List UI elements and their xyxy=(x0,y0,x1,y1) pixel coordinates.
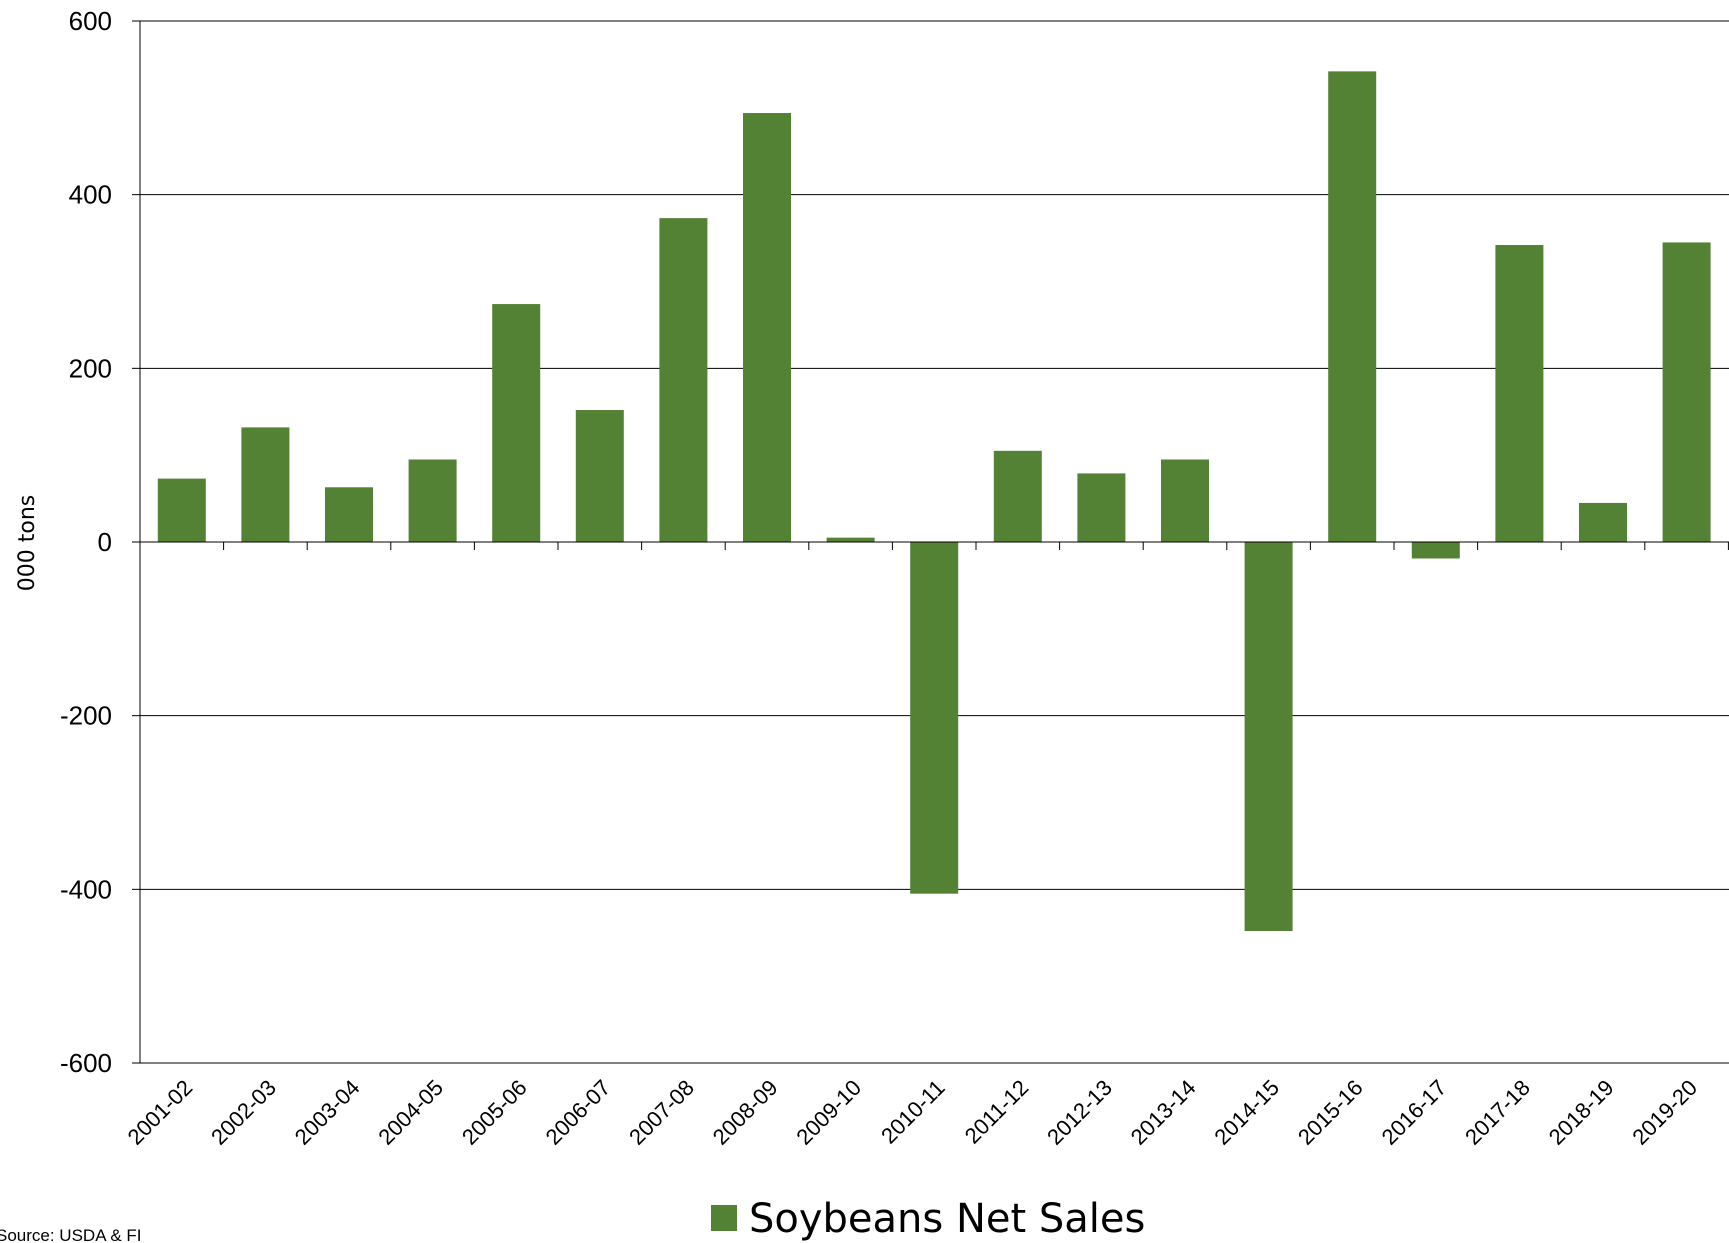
x-tick-label: 2007-08 xyxy=(624,1075,699,1150)
bar-2015-16 xyxy=(1328,71,1377,542)
bar-2016-17 xyxy=(1411,542,1460,559)
x-tick-label: 2001-02 xyxy=(123,1075,198,1150)
bar-2011-12 xyxy=(993,450,1042,542)
x-tick-label: 2003-04 xyxy=(290,1075,365,1150)
x-tick-label: 2008-09 xyxy=(708,1075,783,1150)
bar-2019-20 xyxy=(1662,242,1711,543)
bar-2008-09 xyxy=(743,113,791,542)
bar-2010-11 xyxy=(910,542,959,894)
x-tick-label: 2004-05 xyxy=(373,1075,448,1150)
bars xyxy=(157,71,1711,932)
x-tick-labels: 2001-02 2002-03 2003-04 2004-05 2005-06 2006-… xyxy=(123,1075,1703,1150)
bar-2009-10 xyxy=(826,537,875,542)
y-tick-labels: 600 400 200 0 -200 -400 -600 xyxy=(60,6,112,1078)
bar-2013-14 xyxy=(1161,459,1209,542)
x-tick-label: 2002-03 xyxy=(206,1075,281,1150)
bar-2014-15 xyxy=(1244,542,1293,932)
x-tick-label: 2011-12 xyxy=(960,1075,1034,1149)
x-tick-label: 2019-20 xyxy=(1627,1075,1702,1150)
y-tick-label: -600 xyxy=(60,1048,112,1078)
y-tick-label: 600 xyxy=(69,6,112,36)
x-tick-label: 2012-13 xyxy=(1042,1075,1117,1150)
legend-label: Soybeans Net Sales xyxy=(749,1196,1145,1242)
y-tick-label: 200 xyxy=(69,353,112,383)
x-tick-label: 2005-06 xyxy=(457,1075,532,1150)
bar-2005-06 xyxy=(492,304,541,542)
bar-2017-18 xyxy=(1495,245,1544,542)
bar-2001-02 xyxy=(157,478,206,542)
bar-2006-07 xyxy=(575,410,624,542)
legend: Soybeans Net Sales xyxy=(711,1196,1145,1242)
x-tick-label: 2016-17 xyxy=(1377,1075,1452,1150)
x-tick-label: 2015-16 xyxy=(1293,1075,1368,1150)
y-tick-label: -200 xyxy=(60,701,112,731)
y-tick-label: 0 xyxy=(98,527,112,557)
x-tick-label: 2010-11 xyxy=(876,1075,950,1149)
source-note: Source: USDA & FI xyxy=(0,1226,142,1243)
x-tick-label: 2018-19 xyxy=(1544,1075,1619,1150)
bar-2007-08 xyxy=(659,218,708,542)
y-tick-label: -400 xyxy=(60,874,112,904)
axes xyxy=(132,20,1729,1064)
legend-swatch xyxy=(711,1205,737,1231)
bar-2002-03 xyxy=(241,427,290,542)
bar-2004-05 xyxy=(408,459,457,542)
x-tick-label: 2017-18 xyxy=(1460,1075,1535,1150)
y-axis-title: 000 tons xyxy=(15,495,40,591)
x-tick-label: 2009-10 xyxy=(791,1075,866,1150)
bar-2012-13 xyxy=(1077,473,1126,542)
y-tick-label: 400 xyxy=(69,180,112,210)
x-tick-label: 2013-14 xyxy=(1126,1075,1201,1150)
x-tick-label: 2014-15 xyxy=(1209,1075,1284,1150)
x-tick-label: 2006-07 xyxy=(541,1075,616,1150)
bar-2003-04 xyxy=(325,487,373,542)
bar-2018-19 xyxy=(1579,502,1627,542)
